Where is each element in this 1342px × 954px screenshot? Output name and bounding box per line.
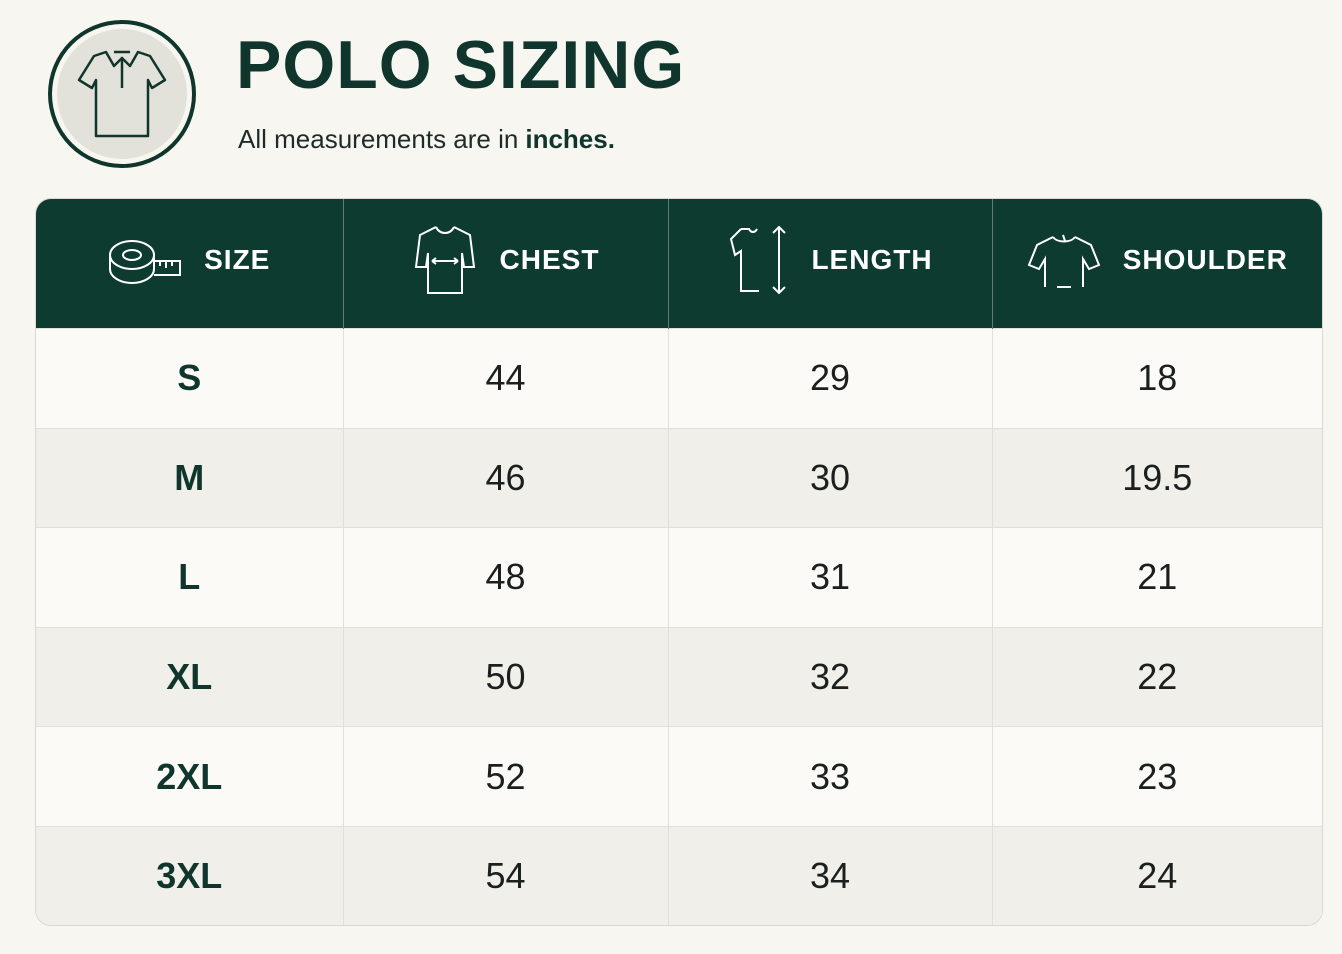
measure-cell: 22 [991, 626, 1322, 727]
header-label: SHOULDER [1122, 244, 1288, 275]
measure-cell: 24 [991, 825, 1322, 925]
header-label: LENGTH [811, 244, 933, 275]
subtitle-text: All measurements are in [238, 124, 519, 154]
polo-logo [48, 20, 196, 168]
measure-cell: 50 [342, 626, 668, 727]
measure-cell: 46 [342, 427, 668, 528]
measure-cell: 54 [342, 825, 668, 925]
size-cell: L [36, 527, 343, 628]
size-row: S 44 29 18 [36, 328, 1322, 429]
size-row: 2XL 52 33 23 [36, 726, 1322, 827]
size-row: M 46 30 19.5 [36, 427, 1322, 528]
title: POLO SIZING [236, 27, 686, 103]
size-cell: M [36, 427, 343, 528]
tape-icon [109, 240, 182, 284]
measure-cell: 19.5 [991, 427, 1322, 528]
measure-cell: 33 [667, 726, 992, 827]
measure-cell: 48 [342, 527, 668, 628]
measure-cell: 52 [342, 726, 668, 827]
size-cell: S [36, 328, 343, 429]
chest-icon [414, 226, 475, 294]
measure-cell: 34 [667, 825, 992, 925]
size-row: XL 50 32 22 [36, 626, 1322, 727]
size-table: SIZE CHEST LENGTH SHOULDER S 44 29 18 M 46 30 1… [36, 199, 1322, 925]
size-row: L 48 31 21 [36, 527, 1322, 628]
table-body: S 44 29 18 M 46 30 19.5 L 48 31 21 XL 50 32 22 2XL 52 33 23… [36, 328, 1322, 925]
header-cell: LENGTH [667, 199, 992, 329]
header-label: SIZE [204, 244, 271, 275]
measure-cell: 31 [667, 527, 992, 628]
size-cell: 3XL [36, 825, 343, 925]
size-cell: 2XL [36, 726, 343, 827]
header-cell: SHOULDER [991, 199, 1322, 329]
measure-cell: 44 [342, 328, 668, 429]
measure-cell: 32 [667, 626, 992, 727]
subtitle-unit: inches. [525, 124, 615, 154]
header-label: CHEST [499, 244, 600, 275]
subtitle: All measurements are in inches. [238, 124, 615, 155]
size-row: 3XL 54 34 24 [36, 825, 1322, 925]
measure-cell: 18 [991, 328, 1322, 429]
measure-cell: 30 [667, 427, 992, 528]
shoulder-icon [1027, 234, 1100, 288]
length-icon [730, 225, 787, 295]
size-cell: XL [36, 626, 343, 727]
header-cell: CHEST [342, 199, 668, 329]
size-table-card: SIZE CHEST LENGTH SHOULDER S 44 29 18 M 46 30 1… [35, 198, 1323, 926]
header-row: SIZE CHEST LENGTH SHOULDER [36, 199, 1322, 329]
measure-cell: 29 [667, 328, 992, 429]
header-cell: SIZE [36, 199, 343, 329]
measure-cell: 23 [991, 726, 1322, 827]
measure-cell: 21 [991, 527, 1322, 628]
